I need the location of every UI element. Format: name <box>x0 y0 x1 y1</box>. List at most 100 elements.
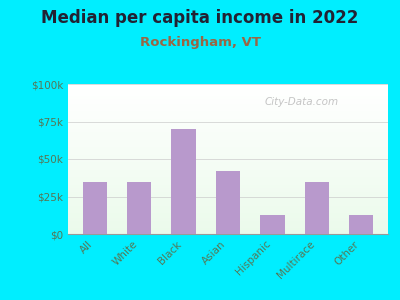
Bar <box>68 218 388 219</box>
Bar <box>68 87 388 88</box>
Bar <box>68 167 388 168</box>
Bar <box>68 110 388 111</box>
Bar <box>68 141 388 142</box>
Bar <box>68 183 388 184</box>
Bar <box>68 120 388 122</box>
Bar <box>68 174 388 176</box>
Bar <box>68 225 388 226</box>
Bar <box>68 186 388 188</box>
Bar <box>349 214 374 234</box>
Bar <box>68 176 388 177</box>
Bar <box>68 126 388 128</box>
Text: Median per capita income in 2022: Median per capita income in 2022 <box>41 9 359 27</box>
Bar <box>68 164 388 165</box>
Bar <box>68 213 388 214</box>
Bar <box>68 93 388 94</box>
Bar <box>68 202 388 204</box>
Bar <box>68 184 388 186</box>
Bar <box>68 206 388 207</box>
Bar <box>68 118 388 120</box>
Bar <box>68 160 388 162</box>
Bar <box>68 116 388 117</box>
Bar <box>68 85 388 87</box>
Bar <box>68 224 388 225</box>
Bar <box>68 226 388 228</box>
Bar <box>68 219 388 220</box>
Bar <box>68 198 388 200</box>
Bar <box>68 105 388 106</box>
Bar <box>68 142 388 144</box>
Bar <box>216 171 240 234</box>
Bar <box>68 171 388 172</box>
Bar <box>68 114 388 116</box>
Bar <box>68 123 388 124</box>
Bar <box>68 165 388 166</box>
Text: City-Data.com: City-Data.com <box>264 97 339 107</box>
Bar <box>68 195 388 196</box>
Bar <box>68 159 388 160</box>
Bar <box>68 168 388 170</box>
Bar <box>68 189 388 190</box>
Bar <box>68 94 388 96</box>
Bar <box>68 117 388 118</box>
Bar <box>68 200 388 201</box>
Bar <box>68 100 388 102</box>
Bar <box>68 99 388 100</box>
Bar <box>68 103 388 105</box>
Bar <box>68 216 388 218</box>
Bar <box>68 147 388 148</box>
Bar <box>68 208 388 210</box>
Bar <box>68 204 388 206</box>
Bar <box>68 146 388 147</box>
Bar <box>127 182 151 234</box>
Bar <box>68 222 388 224</box>
Bar <box>68 156 388 158</box>
Bar <box>68 92 388 93</box>
Bar <box>68 158 388 159</box>
Bar <box>68 98 388 99</box>
Bar <box>68 144 388 146</box>
Bar <box>68 112 388 114</box>
Bar <box>68 192 388 194</box>
Bar <box>68 138 388 140</box>
Bar <box>68 84 388 86</box>
Bar <box>68 124 388 126</box>
Bar <box>68 190 388 192</box>
Bar <box>68 230 388 231</box>
Bar <box>68 210 388 212</box>
Bar <box>82 182 107 234</box>
Bar <box>68 232 388 234</box>
Bar <box>68 212 388 213</box>
Bar <box>68 196 388 198</box>
Bar <box>68 130 388 132</box>
Bar <box>68 177 388 178</box>
Bar <box>68 108 388 110</box>
Bar <box>68 122 388 123</box>
Bar <box>68 178 388 180</box>
Bar <box>68 153 388 154</box>
Bar <box>68 88 388 90</box>
Bar <box>68 182 388 183</box>
Bar <box>68 152 388 153</box>
Bar <box>68 140 388 141</box>
Bar <box>68 135 388 136</box>
Bar <box>68 162 388 164</box>
Bar <box>68 111 388 112</box>
Bar <box>68 150 388 152</box>
Bar <box>68 132 388 134</box>
Bar <box>68 128 388 129</box>
Bar <box>68 201 388 202</box>
Bar <box>68 106 388 108</box>
Bar <box>68 169 388 171</box>
Bar <box>260 214 285 234</box>
Bar <box>68 207 388 208</box>
Bar <box>68 102 388 104</box>
Bar <box>68 90 388 92</box>
Bar <box>68 231 388 232</box>
Bar <box>68 154 388 156</box>
Bar <box>68 136 388 138</box>
Bar <box>68 220 388 222</box>
Bar <box>305 182 329 234</box>
Bar <box>68 129 388 130</box>
Bar <box>171 129 196 234</box>
